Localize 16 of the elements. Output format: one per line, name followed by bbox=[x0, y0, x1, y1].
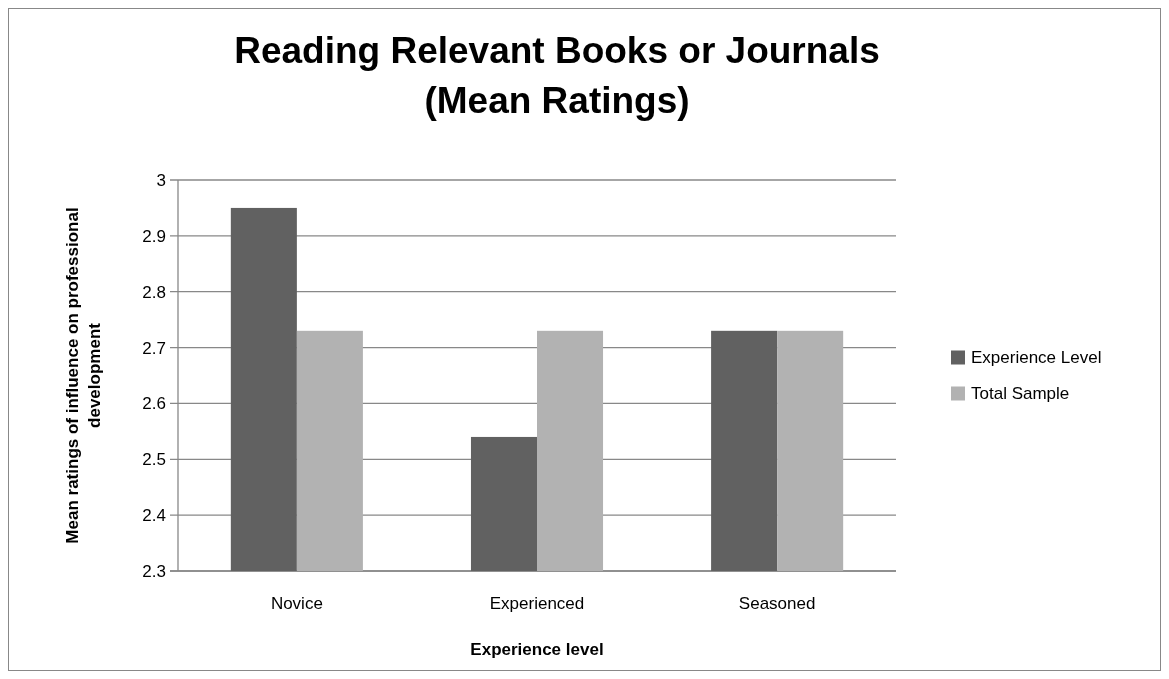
x-tick-label: Novice bbox=[270, 594, 323, 613]
x-tick-label: Seasoned bbox=[738, 594, 816, 613]
y-tick-label: 2.4 bbox=[142, 506, 166, 526]
y-tick-label: 2.9 bbox=[142, 226, 166, 246]
y-axis-title: Mean ratings of influence on professional development bbox=[63, 207, 104, 544]
y-tick-label: 2.6 bbox=[142, 394, 166, 414]
x-tick-label: Experienced bbox=[489, 594, 585, 613]
y-tick-label: 2.8 bbox=[142, 282, 166, 302]
y-tick-label: 3 bbox=[156, 170, 166, 190]
x-axis-title: Experience level bbox=[470, 640, 604, 659]
legend-label: Experience Level bbox=[971, 348, 1102, 368]
y-tick-label: 2.7 bbox=[142, 338, 166, 358]
y-tick-label: 2.3 bbox=[142, 561, 166, 581]
chart-title: Reading Relevant Books or Journals (Mean Ratings) bbox=[234, 30, 880, 121]
y-tick-label: 2.5 bbox=[142, 450, 166, 470]
legend-label: Total Sample bbox=[971, 384, 1070, 404]
